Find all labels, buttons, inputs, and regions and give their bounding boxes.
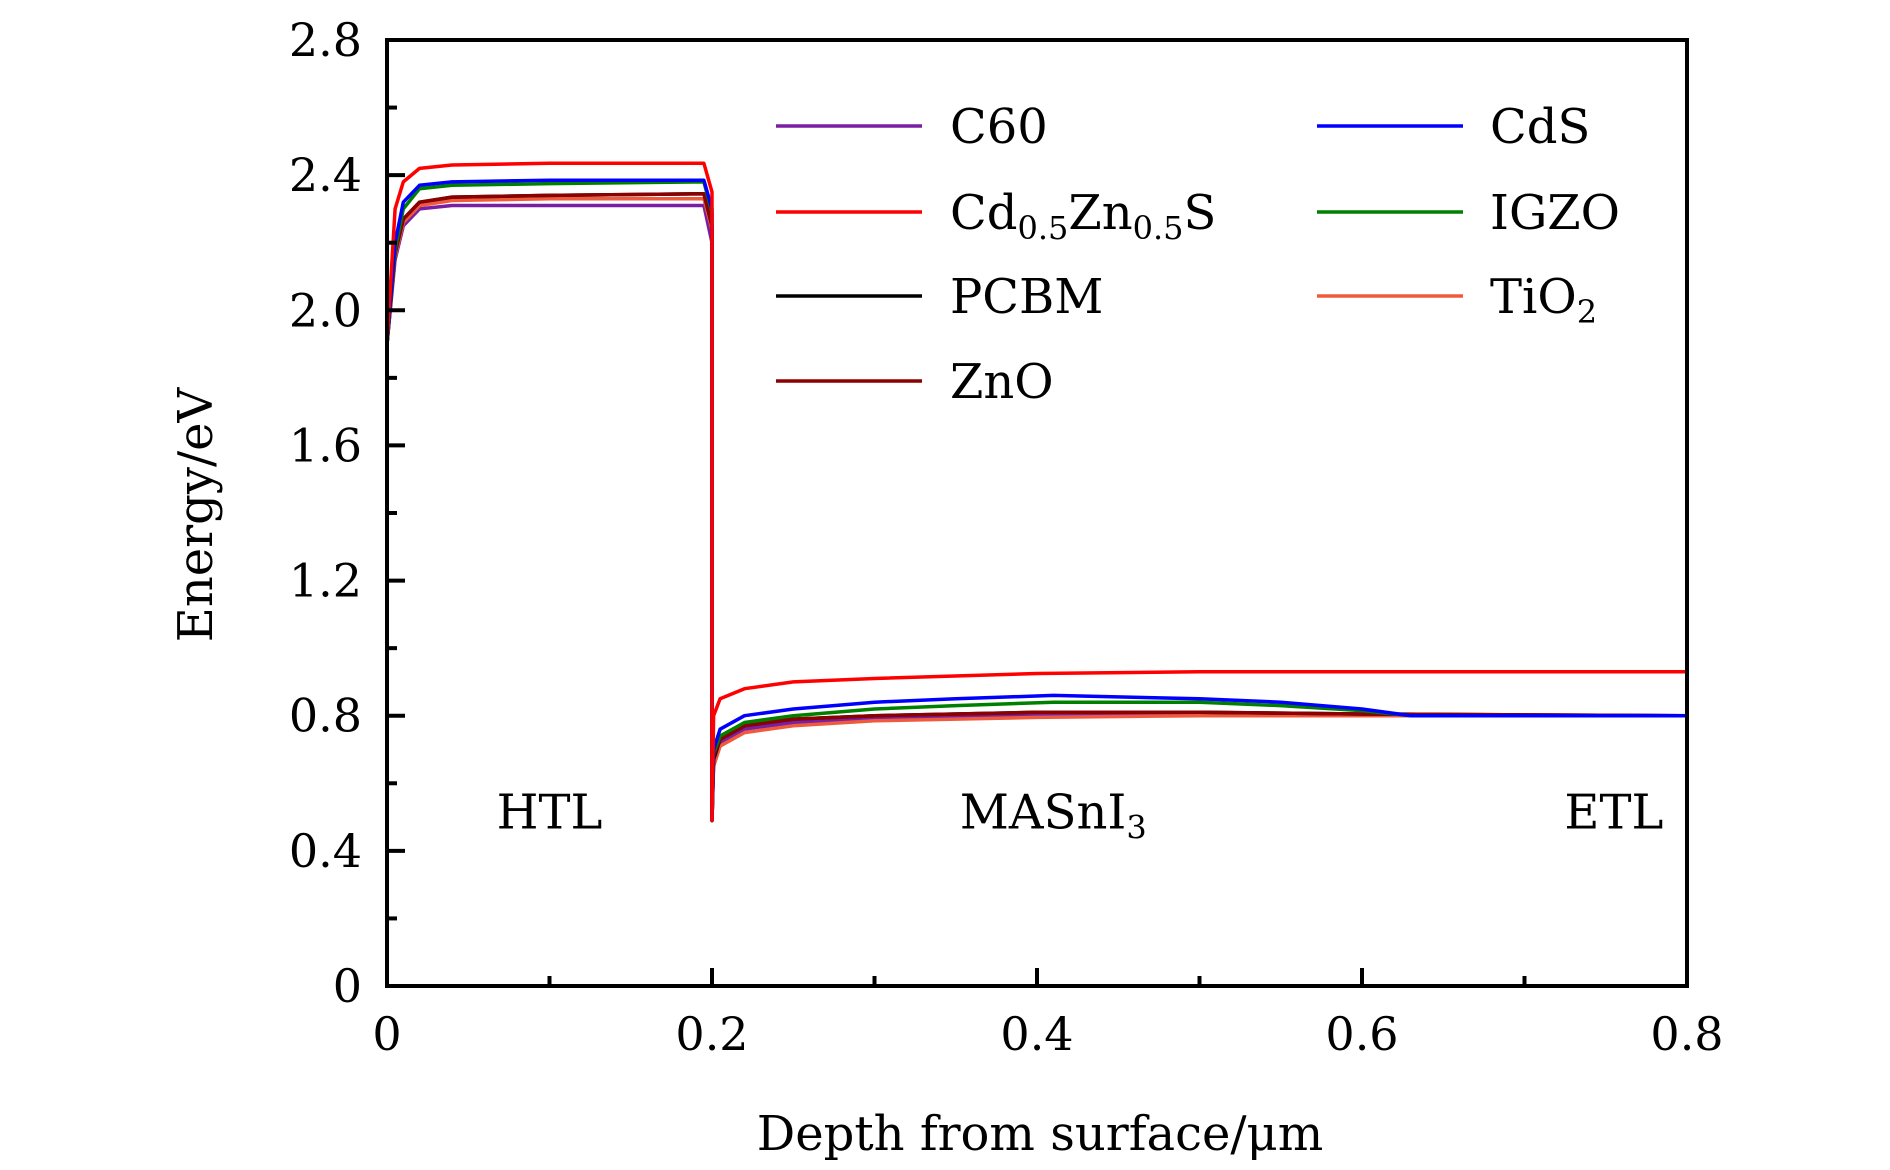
series-line-cd05zn05s [385,161,1687,823]
legend-item-zno: ZnO [776,354,1054,410]
region-annotations: HTL MASnI3 ETL [497,784,1664,846]
x-axis-title: Depth from surface/μm [757,1106,1324,1162]
y-tick-label: 2.8 [289,13,362,67]
x-tick-label: 0.6 [1325,1007,1398,1061]
series-line-igzo [385,180,1687,823]
region-label-masni: MASnI3 [960,784,1147,846]
legend-label: CdS [1490,99,1590,155]
x-tick-label: 0.4 [1000,1007,1073,1061]
legend: C60 Cd0.5Zn0.5S PCBM ZnO CdS IGZO TiO2 [776,99,1620,410]
legend-label: TiO2 [1490,269,1597,331]
legend-label: C60 [950,99,1048,155]
y-axis-title: Energy/eV [168,386,224,642]
y-tick-label: 1.2 [289,554,362,608]
y-tick-label: 0.8 [289,689,362,743]
legend-item-cds: CdS [1317,99,1590,155]
legend-item-cd05zn05s: Cd0.5Zn0.5S [776,185,1216,247]
legend-item-igzo: IGZO [1317,185,1620,241]
legend-label: ZnO [950,354,1054,410]
y-tick-label: 0 [333,959,362,1013]
x-tick-label: 0 [372,1007,401,1061]
y-tick-label: 2.4 [289,148,362,202]
legend-item-c60: C60 [776,99,1048,155]
series-line-cds [385,178,1687,823]
y-tick-label: 0.4 [289,824,362,878]
ticks-layer: 0 0.2 0.4 0.6 0.8 0 0.4 0.8 1.2 1.6 2.0 2.4 2.8 [289,13,1724,1061]
region-label-etl: ETL [1564,784,1663,840]
x-tick-label: 0.2 [675,1007,748,1061]
legend-label: IGZO [1490,185,1620,241]
y-tick-label: 1.6 [289,418,362,472]
legend-label: Cd0.5Zn0.5S [950,185,1216,247]
series-layer [385,161,1688,823]
legend-item-pcbm: PCBM [776,269,1103,325]
y-tick-label: 2.0 [289,283,362,337]
region-label-htl: HTL [497,784,603,840]
legend-item-tio2: TiO2 [1317,269,1597,331]
x-tick-label: 0.8 [1650,1007,1723,1061]
legend-label: PCBM [950,269,1103,325]
